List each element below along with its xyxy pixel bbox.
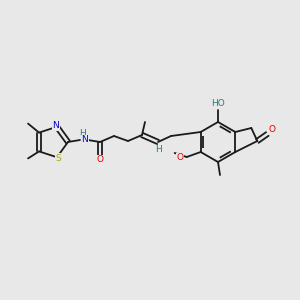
Text: H: H [156, 146, 162, 154]
Text: O: O [97, 155, 104, 164]
Text: N: N [82, 136, 88, 145]
Text: H: H [79, 130, 86, 139]
Text: O: O [176, 154, 183, 163]
Text: S: S [55, 154, 61, 163]
Text: O: O [269, 125, 276, 134]
Text: N: N [52, 121, 59, 130]
Text: HO: HO [211, 98, 225, 107]
